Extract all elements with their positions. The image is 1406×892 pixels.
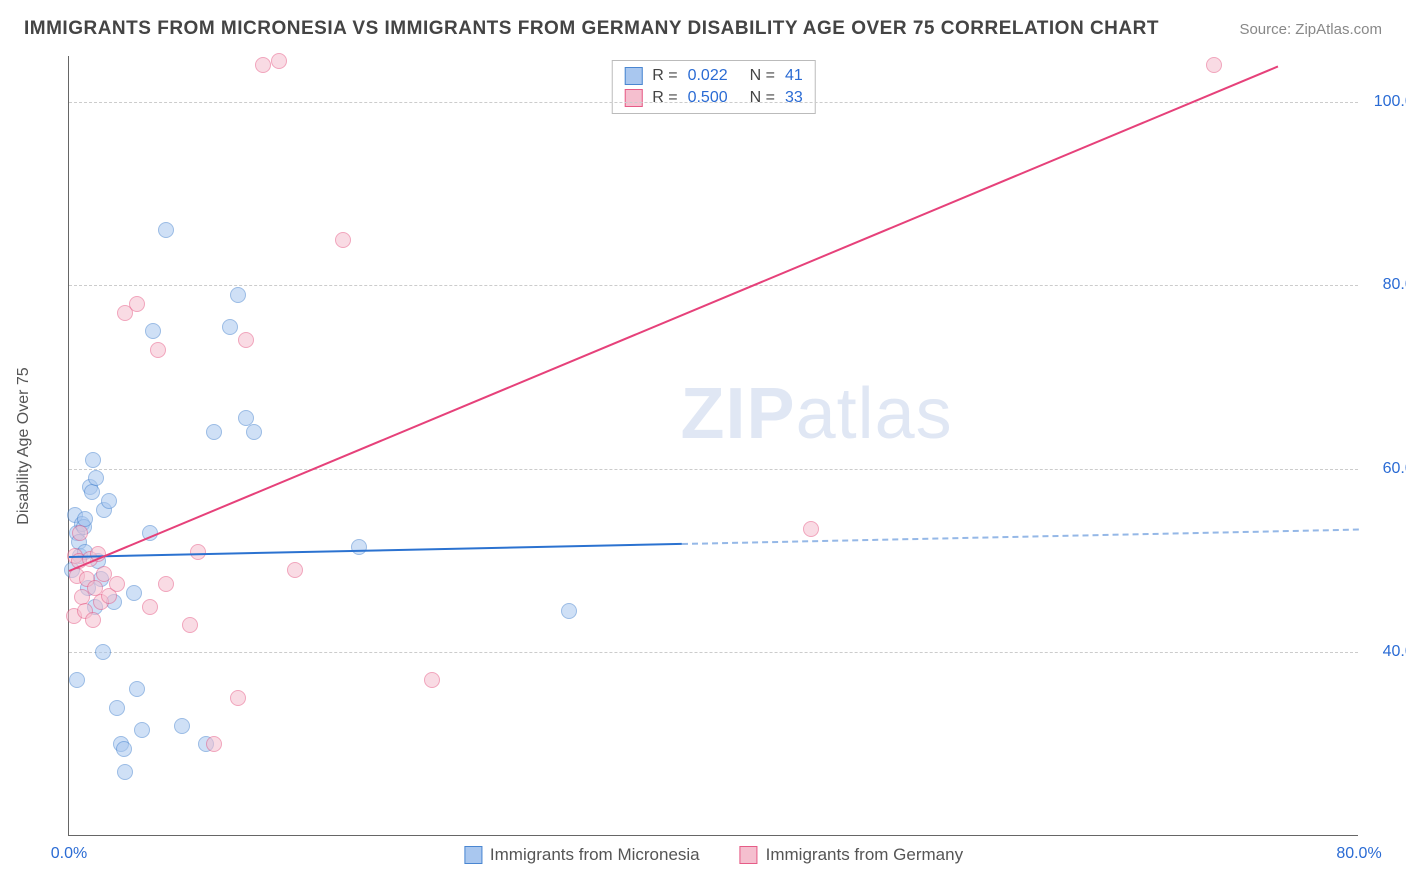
data-point [246,424,262,440]
legend-row: R =0.500N =33 [624,87,803,109]
x-tick-label: 0.0% [51,845,87,863]
data-point [230,287,246,303]
data-point [335,232,351,248]
data-point [117,764,133,780]
y-tick-label: 80.0% [1368,276,1406,294]
data-point [109,576,125,592]
legend-swatch [624,89,642,107]
data-point [1206,57,1222,73]
data-point [150,342,166,358]
data-point [206,736,222,752]
data-point [255,57,271,73]
data-point [190,544,206,560]
data-point [85,452,101,468]
trend-line [69,543,682,558]
series-legend: Immigrants from Micronesia Immigrants fro… [464,845,963,865]
data-point [174,718,190,734]
data-point [109,700,125,716]
data-point [95,644,111,660]
y-axis-label: Disability Age Over 75 [15,367,33,524]
data-point [287,562,303,578]
legend-item: Immigrants from Germany [740,845,963,865]
legend-swatch [464,846,482,864]
data-point [129,296,145,312]
data-point [116,741,132,757]
data-point [85,612,101,628]
data-point [271,53,287,69]
data-point [145,323,161,339]
data-point [424,672,440,688]
y-tick-label: 40.0% [1368,643,1406,661]
legend-row: R =0.022N =41 [624,65,803,87]
chart-title: IMMIGRANTS FROM MICRONESIA VS IMMIGRANTS… [24,18,1159,40]
data-point [142,599,158,615]
data-point [803,521,819,537]
correlation-legend: R =0.022N =41R =0.500N =33 [611,60,816,114]
gridline [69,285,1358,286]
scatter-plot: Disability Age Over 75 ZIPatlas R =0.022… [68,56,1358,836]
data-point [206,424,222,440]
gridline [69,469,1358,470]
legend-item: Immigrants from Micronesia [464,845,700,865]
y-tick-label: 100.0% [1368,93,1406,111]
trend-line [69,65,1279,572]
data-point [158,222,174,238]
gridline [69,102,1358,103]
y-tick-label: 60.0% [1368,460,1406,478]
data-point [134,722,150,738]
source-label: Source: ZipAtlas.com [1239,21,1382,38]
data-point [222,319,238,335]
gridline [69,652,1358,653]
data-point [88,470,104,486]
data-point [126,585,142,601]
legend-swatch [624,67,642,85]
data-point [351,539,367,555]
data-point [182,617,198,633]
trend-line [682,529,1359,545]
data-point [158,576,174,592]
legend-swatch [740,846,758,864]
x-tick-label: 80.0% [1336,845,1381,863]
data-point [72,525,88,541]
data-point [84,484,100,500]
data-point [129,681,145,697]
data-point [69,672,85,688]
data-point [238,332,254,348]
data-point [561,603,577,619]
watermark: ZIPatlas [681,373,953,455]
data-point [230,690,246,706]
data-point [101,493,117,509]
